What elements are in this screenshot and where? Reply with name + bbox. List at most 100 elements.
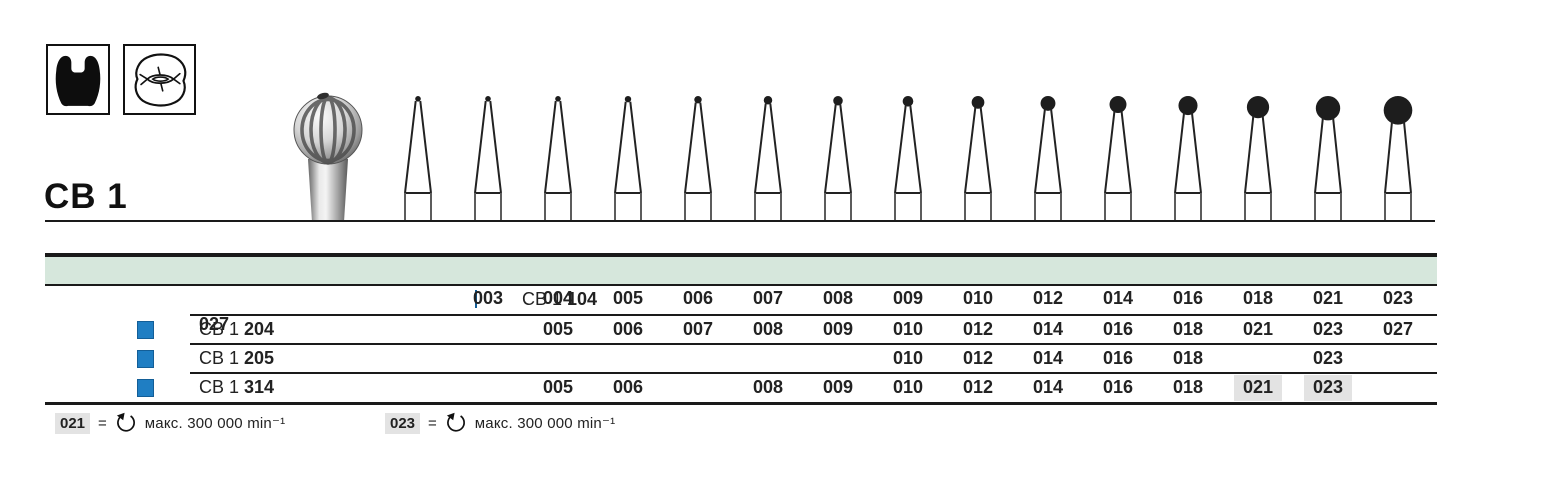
legend-box-crown (46, 44, 110, 115)
row-label: CB 1 204 (199, 319, 274, 340)
size-cell: 021 (1223, 374, 1293, 401)
size-cell: 004 (542, 288, 574, 308)
table-header-band (45, 257, 1437, 286)
size-cell (1223, 348, 1293, 369)
row-label-cell: CB 1 205 (45, 348, 383, 369)
row-label-prefix: CB 1 (199, 348, 240, 368)
row-label-code: 204 (244, 319, 275, 339)
size-cell: 023 (1312, 347, 1344, 368)
table-top-rule (45, 253, 1437, 257)
row-checkbox[interactable] (137, 349, 154, 368)
table-row-204: CB 1 204 005 006 007 008 009 010 012 014 016 018 021… (45, 314, 1437, 344)
bur-silhouette (1244, 96, 1272, 222)
size-cell: 010 (892, 318, 924, 339)
row-checkbox[interactable] (137, 320, 154, 339)
size-cell: 005 (542, 318, 574, 339)
size-cell: 007 (752, 288, 784, 308)
size-cell: 012 (962, 347, 994, 368)
size-cell: 023 (1382, 288, 1414, 308)
table-row-104: CB 1 104 003 004 005 006 007 008 009 010 012 014 016… (45, 286, 1437, 334)
row-checkbox[interactable] (137, 378, 154, 397)
size-cell (663, 348, 733, 369)
row-label: CB 1 104 (522, 289, 597, 310)
size-cell: 018 (1242, 288, 1274, 308)
size-cell: 016 (1102, 347, 1134, 368)
size-cell: 005 (612, 288, 644, 308)
series-title: CB 1 (44, 177, 128, 216)
size-cell (803, 348, 873, 369)
size-cell: 008 (752, 376, 784, 397)
row-label-code: 205 (244, 348, 275, 368)
row-divider (190, 343, 1437, 345)
bur-silhouette (824, 96, 852, 222)
row-divider (190, 372, 1437, 374)
bur-baseline-rule (45, 220, 1435, 222)
size-cell: 010 (892, 376, 924, 397)
footnote-023: 023 = макс. 300 000 min⁻¹ (385, 411, 615, 435)
size-cell: 014 (1032, 376, 1064, 397)
row-label-prefix: CB 1 (199, 319, 240, 339)
row-label-cell: CB 1 314 (45, 377, 383, 398)
footnote-021: 021 = макс. 300 000 min⁻¹ (55, 411, 285, 435)
bur-silhouette (1314, 96, 1342, 222)
size-cell: 008 (822, 288, 854, 308)
bur-silhouette (894, 96, 922, 222)
size-cell (733, 348, 803, 369)
size-cell: 010 (892, 347, 924, 368)
row-label-code: 104 (567, 288, 598, 309)
table-row-314: CB 1 314 005 006 008 009 010 012 014 016 018 021 023 (45, 372, 1437, 402)
size-cell: 012 (1032, 288, 1064, 308)
size-cell: 027 (1382, 318, 1414, 339)
row-label: CB 1 314 (199, 377, 274, 398)
size-cell: 016 (1102, 376, 1134, 397)
size-cell: 021 (1242, 318, 1274, 339)
bur-silhouette (754, 96, 782, 222)
size-cell: 023 (1293, 374, 1363, 401)
occlusal-surface-icon (134, 52, 186, 107)
bur-silhouette (544, 96, 572, 222)
row-checkbox[interactable] (475, 290, 477, 308)
tooth-crown-icon (55, 55, 101, 106)
size-cell: 018 (1172, 347, 1204, 368)
size-cell (1363, 348, 1433, 369)
row-label-prefix: CB 1 (522, 288, 563, 309)
size-cell: 023 (1312, 318, 1344, 339)
equals-sign: = (98, 414, 107, 432)
size-cell: 006 (612, 318, 644, 339)
footnote-size-badge: 023 (385, 412, 421, 434)
footnote-size-badge: 021 (55, 412, 91, 434)
size-cell: 021 (1312, 288, 1344, 308)
bur-silhouette (474, 96, 502, 222)
row-label-cell: CB 1 104 (383, 289, 597, 310)
bur-silhouette (1104, 96, 1132, 222)
equals-sign: = (428, 414, 437, 432)
size-cell (1363, 377, 1433, 398)
row-label: CB 1 205 (199, 348, 274, 369)
size-cell: 008 (752, 318, 784, 339)
size-cell (383, 377, 453, 398)
size-cell (383, 319, 453, 340)
bur-silhouette (614, 96, 642, 222)
size-cell: 018 (1172, 318, 1204, 339)
size-cell: 003 (472, 288, 504, 308)
size-cell (453, 319, 523, 340)
footnote-text: макс. 300 000 min⁻¹ (144, 415, 286, 432)
size-cell (663, 377, 733, 398)
round-bur-photo (293, 92, 363, 222)
size-cell (453, 348, 523, 369)
size-cell: 016 (1172, 288, 1204, 308)
size-cell (453, 377, 523, 398)
availability-table: CB 1 104 003 004 005 006 007 008 009 010 012 014 016… (45, 253, 1437, 405)
size-cell: 007 (682, 318, 714, 339)
bur-silhouette (1034, 96, 1062, 222)
legend-box-occlusal (123, 44, 196, 115)
size-cell: 012 (962, 376, 994, 397)
bur-silhouette (684, 96, 712, 222)
size-cell: 009 (822, 318, 854, 339)
size-cell: 016 (1102, 318, 1134, 339)
size-cell: 014 (1032, 347, 1064, 368)
bur-silhouette (1174, 96, 1202, 222)
rotation-speed-icon (116, 412, 135, 432)
rotation-speed-icon (446, 412, 465, 432)
